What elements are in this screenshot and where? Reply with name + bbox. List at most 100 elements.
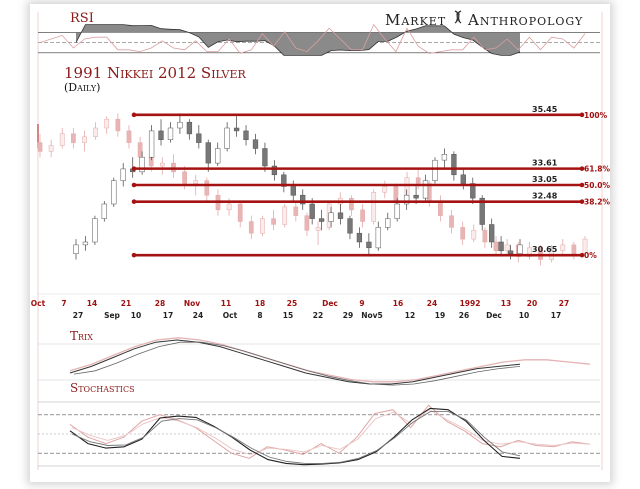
candle-2012 xyxy=(120,168,126,181)
stoch-d-2012 xyxy=(71,411,521,464)
candle-2012 xyxy=(290,186,296,196)
candle-2012 xyxy=(385,218,391,228)
candle-2012 xyxy=(271,165,278,176)
trix-signal-2012 xyxy=(73,341,521,386)
candle-2012 xyxy=(281,174,287,187)
fib-dot-right xyxy=(579,112,585,118)
fib-value-label: 33.05 xyxy=(532,175,558,184)
candle-2012 xyxy=(413,194,419,199)
candle-1991 xyxy=(460,227,466,240)
trix-line-2012 xyxy=(69,339,521,385)
candle-1991 xyxy=(349,197,354,211)
candle-1991 xyxy=(193,180,199,184)
fib-value-label: 30.65 xyxy=(532,245,558,254)
candle-1991 xyxy=(237,203,243,222)
date-axis: Oct 7 14 21 28 Nov 11 18 25 Dec 9 16 24 1992 13 20 27 27 S… xyxy=(31,293,600,320)
candles-2012 xyxy=(73,113,523,260)
x-tick-top: 25 xyxy=(287,299,297,308)
stoch-d-1991 xyxy=(71,409,591,455)
candle-2012 xyxy=(375,227,381,249)
candle-2012 xyxy=(300,194,306,205)
candle-1991 xyxy=(360,209,365,222)
x-tick-bottom: 22 xyxy=(313,311,323,320)
chart-subtitle: (Daily) xyxy=(64,81,100,94)
candle-1991 xyxy=(182,171,187,184)
candle-2012 xyxy=(186,121,193,135)
price-panel: 1991 Nikkei 2012 Silver (Daily) 35.45 100… xyxy=(37,64,611,266)
fib-pct-label: 100% xyxy=(584,111,608,120)
fib-pct-label: 61.8% xyxy=(584,165,611,174)
candle-2012 xyxy=(403,194,410,205)
candle-2012 xyxy=(158,130,164,140)
x-tick-bottom: 15 xyxy=(283,311,293,320)
candle-2012 xyxy=(318,218,325,222)
candle-1991 xyxy=(415,177,421,184)
x-tick-bottom: Nov5 xyxy=(361,311,383,320)
stochastics-panel: Stochastics xyxy=(38,381,600,467)
x-tick-top: 28 xyxy=(155,299,165,308)
rsi-panel: RSI xyxy=(38,11,600,56)
candle-2012 xyxy=(82,241,89,246)
fib-dot-left xyxy=(131,166,137,171)
fib-dot-right xyxy=(579,166,585,171)
brand-right: Anthropology xyxy=(467,11,583,29)
candle-2012 xyxy=(422,180,429,199)
candle-1991 xyxy=(282,206,288,225)
trix-title: Trix xyxy=(70,329,93,343)
candle-2012 xyxy=(243,130,249,140)
x-tick-top: 27 xyxy=(559,299,569,308)
rsi-line-2012 xyxy=(75,24,521,56)
x-tick-bottom: 19 xyxy=(435,311,445,320)
candle-2012 xyxy=(498,241,504,252)
candle-1991 xyxy=(93,127,98,138)
x-tick-bottom: 27 xyxy=(73,311,83,320)
candle-1991 xyxy=(471,230,477,240)
x-tick-top: 20 xyxy=(527,299,537,308)
rsi-area xyxy=(76,24,520,56)
fib-dot-left xyxy=(131,182,137,188)
candle-1991 xyxy=(37,142,43,152)
candle-1991 xyxy=(48,145,54,152)
candle-1991 xyxy=(104,118,110,129)
candle-2012 xyxy=(460,174,466,184)
chart-frame xyxy=(30,4,610,482)
x-tick-top: 21 xyxy=(121,299,131,308)
x-tick-top: Nov xyxy=(184,299,200,308)
candle-1991 xyxy=(571,244,577,254)
stochastics-title: Stochastics xyxy=(70,381,135,395)
candle-2012 xyxy=(337,212,344,219)
dna-icon xyxy=(454,10,462,24)
fib-dot-left xyxy=(131,199,137,204)
candle-2012 xyxy=(262,148,268,167)
candle-2012 xyxy=(451,154,457,176)
candle-2012 xyxy=(177,121,183,129)
x-tick-bottom: 29 xyxy=(343,311,353,320)
x-tick-bottom: 26 xyxy=(459,311,469,320)
x-tick-top: 18 xyxy=(255,299,265,308)
candle-1991 xyxy=(248,221,254,234)
fib-dot-right xyxy=(579,199,585,204)
x-tick-top: 13 xyxy=(501,299,511,308)
candle-2012 xyxy=(101,203,107,219)
candle-1991 xyxy=(204,180,210,196)
x-tick-top: 1992 xyxy=(460,299,481,308)
candle-1991 xyxy=(438,200,443,216)
candle-2012 xyxy=(479,197,485,225)
x-tick-top: 7 xyxy=(61,299,66,308)
fib-pct-label: 0% xyxy=(584,251,597,260)
stoch-k-2012 xyxy=(69,407,521,466)
candle-2012 xyxy=(224,127,230,149)
candle-2012 xyxy=(252,139,259,149)
x-tick-bottom: Sep xyxy=(104,311,120,320)
candle-1991 xyxy=(560,244,566,251)
brand-left: Market xyxy=(385,11,446,29)
candle-2012 xyxy=(111,180,117,205)
x-tick-bottom: 12 xyxy=(405,311,415,320)
candle-1991 xyxy=(493,241,499,252)
candle-1991 xyxy=(126,130,132,143)
candle-2012 xyxy=(148,130,155,158)
x-tick-top: 11 xyxy=(221,299,231,308)
fib-value-label: 32.48 xyxy=(532,192,558,201)
candle-1991 xyxy=(315,227,321,231)
candle-1991 xyxy=(582,238,588,254)
